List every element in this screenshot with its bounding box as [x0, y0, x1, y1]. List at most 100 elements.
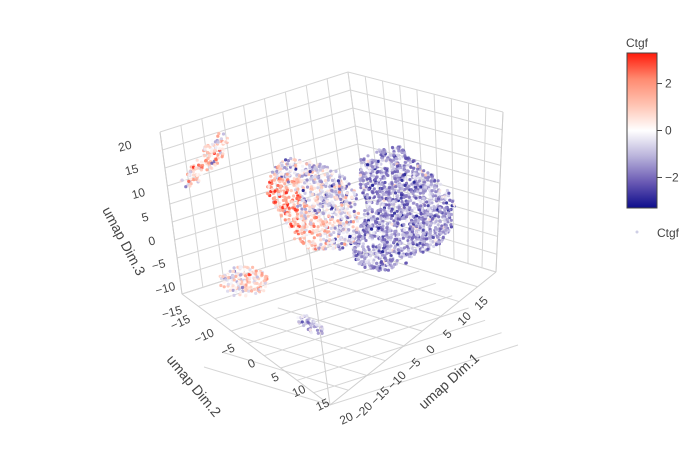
cell-point: [364, 175, 368, 179]
cell-point: [300, 178, 304, 183]
legend-marker: [635, 230, 639, 234]
cell-point: [446, 211, 450, 215]
cell-point: [419, 200, 423, 204]
cell-point: [293, 220, 297, 224]
cell-point: [218, 151, 223, 155]
cell-point: [308, 328, 312, 332]
grid-line: [495, 111, 504, 273]
cell-point: [309, 218, 313, 222]
cell-point: [283, 182, 287, 186]
cell-point: [369, 214, 373, 218]
cell-point: [412, 252, 416, 256]
cell-point: [426, 243, 430, 247]
cell-point: [309, 177, 313, 181]
cell-point: [430, 192, 434, 196]
cell-point: [372, 187, 376, 191]
cell-point: [419, 217, 423, 221]
cell-point: [312, 202, 316, 206]
cell-point: [388, 198, 392, 202]
cell-point: [329, 233, 333, 237]
grid-line: [347, 71, 504, 113]
cell-point: [307, 163, 312, 167]
grid-line: [159, 71, 349, 133]
cell-point: [203, 154, 207, 158]
cell-point: [303, 207, 308, 211]
cell-point: [363, 265, 367, 269]
legend[interactable]: Ctgf: [635, 226, 680, 240]
cell-point: [391, 190, 395, 194]
cell-point: [326, 194, 330, 198]
cell-point: [316, 331, 320, 335]
cell-point: [226, 289, 230, 293]
cell-point: [243, 280, 247, 284]
cell-point: [406, 239, 410, 243]
cell-point: [418, 241, 422, 245]
cell-point: [290, 224, 294, 228]
cell-point: [348, 211, 352, 215]
cell-point: [238, 273, 242, 277]
cell-point: [364, 260, 368, 264]
cell-point: [390, 222, 394, 226]
cell-point: [297, 320, 301, 324]
cell-point: [434, 194, 438, 198]
cell-point: [438, 206, 442, 210]
cell-point: [285, 201, 289, 205]
cell-point: [446, 220, 450, 224]
cell-point: [213, 140, 217, 144]
cell-point: [305, 314, 309, 318]
cell-point: [331, 176, 335, 180]
cell-point: [283, 218, 287, 222]
cell-point: [300, 168, 304, 173]
cell-point: [405, 207, 409, 211]
cell-point: [283, 195, 287, 200]
cell-point: [375, 190, 379, 194]
cell-point: [293, 237, 297, 241]
cell-point: [411, 159, 416, 163]
colorbar-ticks: 2 0 −2: [657, 77, 679, 184]
cell-point: [374, 159, 378, 163]
cell-point: [284, 221, 289, 225]
cell-point: [410, 208, 414, 212]
cell-point: [404, 219, 409, 223]
cell-point: [405, 203, 409, 207]
cell-point: [300, 171, 304, 176]
grid-line: [243, 105, 267, 268]
cell-point: [355, 219, 359, 223]
cell-point: [317, 215, 321, 219]
cell-point: [304, 228, 308, 232]
cell-point: [400, 255, 404, 259]
grid-line: [329, 344, 519, 406]
cell-point: [332, 246, 336, 250]
cell-point: [294, 181, 298, 185]
cell-point: [419, 188, 423, 193]
cell-point: [217, 156, 221, 160]
cell-point: [424, 173, 428, 177]
cell-point: [382, 151, 386, 155]
cell-point: [421, 248, 425, 252]
cell-point: [422, 196, 426, 200]
cell-point: [290, 162, 294, 166]
cell-point: [438, 227, 442, 231]
cell-point: [340, 181, 344, 185]
cell-point: [402, 168, 406, 172]
cell-point: [194, 177, 198, 182]
cell-point: [335, 183, 339, 187]
cell-point: [328, 246, 333, 251]
cell-point: [311, 229, 315, 233]
cell-point: [255, 275, 259, 279]
cell-point: [414, 196, 418, 200]
cell-point: [307, 233, 311, 237]
grid-line: [280, 307, 469, 369]
cell-point: [380, 158, 385, 162]
cell-point: [397, 189, 401, 193]
cell-point: [412, 172, 416, 176]
cell-point: [311, 205, 315, 209]
cell-point: [309, 185, 313, 189]
cell-point: [391, 200, 395, 204]
cell-point: [286, 159, 291, 163]
cell-point: [387, 203, 391, 207]
cell-point: [377, 189, 381, 193]
cell-point: [267, 185, 271, 189]
cell-point: [411, 227, 415, 231]
